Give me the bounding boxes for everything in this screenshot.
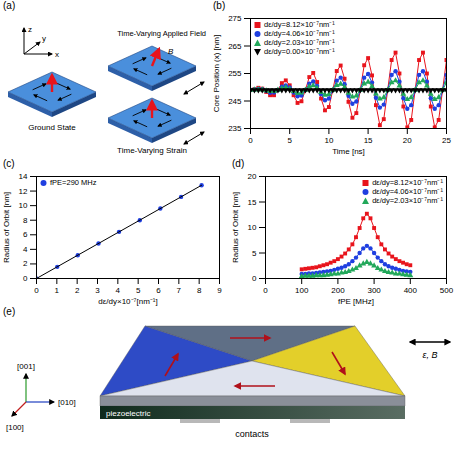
svg-text:9: 9 [217, 286, 222, 295]
svg-text:Time-Varying Applied Field: Time-Varying Applied Field [117, 29, 206, 38]
svg-text:0: 0 [252, 274, 257, 283]
svg-text:[001]: [001] [17, 362, 35, 371]
html-text:dε/dy=8.12×10⁻⁷nm⁻¹: dε/dy=8.12×10⁻⁷nm⁻¹ [264, 20, 335, 29]
html-text:(c): (c) [3, 158, 15, 169]
svg-text:0: 0 [34, 286, 39, 295]
svg-text:Time [ns]: Time [ns] [332, 147, 365, 156]
svg-text:20: 20 [403, 136, 412, 145]
svg-text:265: 265 [228, 42, 242, 51]
svg-text:y: y [42, 34, 46, 43]
svg-text:15: 15 [364, 136, 373, 145]
svg-text:2: 2 [75, 286, 80, 295]
svg-text:200: 200 [331, 286, 345, 295]
svg-text:400: 400 [404, 286, 418, 295]
svg-text:4: 4 [23, 245, 28, 254]
svg-text:Radius of Orbit [nm]: Radius of Orbit [nm] [2, 192, 11, 263]
svg-text:14: 14 [19, 172, 28, 181]
svg-text:5: 5 [287, 136, 292, 145]
svg-text:Radius of Orbit [nm]: Radius of Orbit [nm] [231, 192, 240, 263]
html-text:(e): (e) [3, 306, 16, 317]
svg-text:4: 4 [116, 286, 121, 295]
svg-text:255: 255 [228, 69, 242, 78]
svg-text:0: 0 [263, 286, 268, 295]
svg-text:piezoelectric: piezoelectric [106, 409, 150, 418]
svg-text:fPE [MHz]: fPE [MHz] [338, 297, 374, 306]
svg-text:235: 235 [228, 124, 242, 133]
svg-text:20: 20 [248, 172, 257, 181]
svg-text:300: 300 [367, 286, 381, 295]
svg-text:Core Position (x) [nm]: Core Position (x) [nm] [212, 35, 221, 112]
svg-text:3: 3 [95, 286, 100, 295]
svg-text:8: 8 [197, 286, 202, 295]
html-text:dε/dy=4.06×10⁻⁷nm⁻¹: dε/dy=4.06×10⁻⁷nm⁻¹ [264, 29, 335, 38]
html-text:dε/dy=2.03×10⁻⁷nm⁻¹: dε/dy=2.03×10⁻⁷nm⁻¹ [264, 38, 335, 47]
html-text:dε/dy=4.06×10⁻⁷nm⁻¹: dε/dy=4.06×10⁻⁷nm⁻¹ [372, 187, 443, 196]
html-text:dε/dy=2.03×10⁻⁷nm⁻¹: dε/dy=2.03×10⁻⁷nm⁻¹ [372, 196, 443, 205]
svg-text:x: x [55, 50, 59, 59]
svg-text:z: z [28, 25, 32, 34]
svg-text:10: 10 [324, 136, 333, 145]
svg-text:dε/dy×10⁻⁷[nm⁻¹]: dε/dy×10⁻⁷[nm⁻¹] [98, 297, 157, 306]
svg-text:Ground State: Ground State [28, 123, 76, 132]
svg-text:10: 10 [19, 201, 28, 210]
svg-text:12: 12 [19, 187, 28, 196]
svg-text:25: 25 [442, 136, 451, 145]
svg-text:contacts: contacts [235, 429, 269, 439]
svg-text:[100]: [100] [6, 423, 24, 432]
svg-text:7: 7 [177, 286, 182, 295]
html-text:(a): (a) [3, 0, 16, 11]
html-text:fPE=290 MHz: fPE=290 MHz [50, 178, 97, 187]
html-text:dε/dy=0.00×10⁻⁷nm⁻¹: dε/dy=0.00×10⁻⁷nm⁻¹ [264, 47, 335, 56]
svg-text:6: 6 [23, 230, 28, 239]
svg-text:10: 10 [248, 223, 257, 232]
svg-text:0: 0 [248, 136, 253, 145]
html-text:(d): (d) [232, 158, 245, 169]
svg-text:[010]: [010] [58, 398, 76, 407]
svg-text:0: 0 [23, 274, 28, 283]
svg-text:275: 275 [228, 14, 242, 23]
svg-text:B: B [168, 47, 174, 56]
svg-text:6: 6 [156, 286, 161, 295]
svg-text:245: 245 [228, 97, 242, 106]
svg-text:2: 2 [23, 259, 28, 268]
svg-text:1: 1 [55, 286, 60, 295]
svg-text:Time-Varying Strain: Time-Varying Strain [117, 146, 187, 155]
html-text:dε/dy=8.12×10⁻⁷nm⁻¹: dε/dy=8.12×10⁻⁷nm⁻¹ [372, 178, 443, 187]
svg-text:15: 15 [248, 198, 257, 207]
svg-text:5: 5 [136, 286, 141, 295]
svg-text:100: 100 [295, 286, 309, 295]
svg-text:500: 500 [440, 286, 454, 295]
svg-text:5: 5 [252, 249, 257, 258]
svg-text:8: 8 [23, 216, 28, 225]
svg-text:ε, B: ε, B [423, 350, 438, 360]
html-text:(b): (b) [213, 0, 226, 11]
